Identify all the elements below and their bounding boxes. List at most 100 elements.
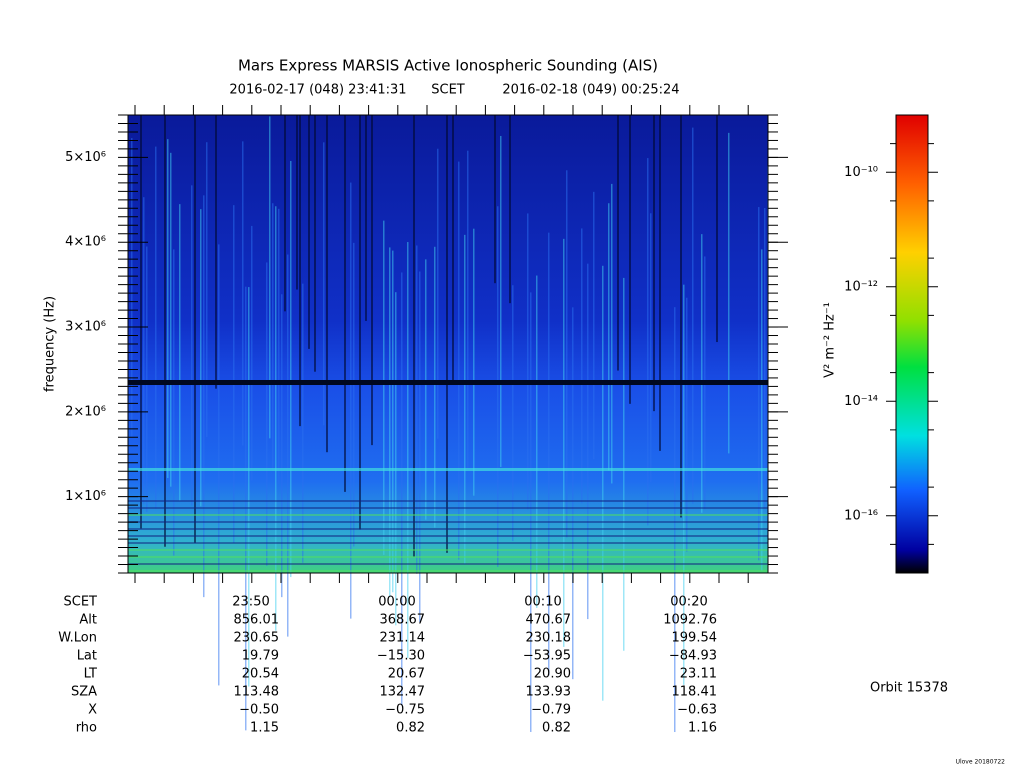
texture-stripe [302,283,304,563]
texture-stripe [623,277,625,651]
ephemeris-label: Lat [77,649,97,664]
ephemeris-value: 230.65 [234,631,280,646]
ephemeris-value: 00:20 [670,595,707,610]
texture-stripe [674,307,676,733]
texture-stripe [761,249,763,571]
texture-stripe [416,245,418,574]
texture-stripe [581,228,583,504]
texture-stripe [701,234,703,513]
texture-stripe [764,207,766,509]
texture-stripe [566,170,568,538]
ephemeris-label: LT [84,667,97,682]
ephemeris-value: 19.79 [242,649,279,664]
texture-stripe [527,213,529,510]
texture-stripe [290,160,292,578]
texture-stripe [617,115,619,371]
texture-stripe [173,249,175,556]
ephemeris-value: 1.15 [250,721,279,736]
texture-stripe [308,115,310,349]
ephemeris-value: 199.54 [672,631,718,646]
texture-stripe [194,115,196,543]
texture-stripe [353,242,355,547]
texture-stripe [251,225,253,481]
texture-stripe [371,115,373,446]
ephemeris-value: 23.11 [680,667,717,682]
texture-stripe [167,139,169,478]
texture-stripe [200,209,202,507]
texture-stripe [536,275,538,608]
texture-stripe [344,115,346,492]
texture-stripe [419,271,421,622]
texture-stripe [203,195,205,598]
texture-stripe [608,203,610,471]
texture-stripe [269,116,271,439]
texture-stripe [548,232,550,676]
spectrogram-band [128,468,768,471]
texture-band [128,535,768,537]
spectrogram-band [128,380,768,385]
y-tick-label: 5×10⁶ [65,150,106,165]
texture-stripe [728,132,730,454]
colorbar-tick-label: 10⁻¹⁰ [844,165,878,180]
texture-stripe [164,115,166,547]
texture-stripe [434,246,436,528]
texture-stripe [131,138,133,437]
texture-stripe [680,115,682,518]
texture-stripe [146,246,148,512]
ephemeris-value: −15.30 [377,649,425,664]
spectrogram-texture [128,115,769,733]
texture-stripe [509,115,511,304]
texture-stripe [365,115,367,321]
y-tick-label: 4×10⁶ [65,235,106,250]
ephemeris-value: −53.95 [523,649,571,664]
colorbar-tick-label: 10⁻¹⁶ [844,508,878,523]
texture-stripe [218,244,220,686]
ephemeris-value: 1.16 [688,721,717,736]
footer: Ulove 20180722 [956,759,1006,766]
ephemeris-value: 20.54 [242,667,279,682]
texture-band [128,507,768,509]
ephemeris-label: SZA [71,685,97,700]
texture-stripe [464,234,466,564]
texture-stripe [653,115,655,412]
texture-band [128,563,768,565]
texture-stripe [359,115,361,530]
ephemeris-value: 00:10 [524,595,561,610]
chart-title: Mars Express MARSIS Active Ionospheric S… [238,57,658,75]
texture-stripe [296,115,298,290]
texture-band [128,528,768,530]
texture-stripe [611,183,613,484]
texture-stripe [716,115,718,343]
ephemeris-value: 113.48 [234,685,280,700]
texture-stripe [563,238,565,647]
texture-stripe [407,242,409,658]
texture-stripe [389,247,391,598]
texture-stripe [647,158,649,526]
ephemeris-value: −0.63 [677,703,717,718]
texture-stripe [659,115,661,451]
texture-stripe [425,259,427,520]
orbit: Orbit 15378 [870,681,948,696]
texture-stripe [392,250,394,593]
texture-stripe [650,213,652,482]
ephemeris-value: 0.82 [542,721,571,736]
colorbar-tick-label: 10⁻¹² [844,279,878,294]
ephemeris-value: 23:50 [232,595,269,610]
ephemeris-value: 00:00 [378,595,415,610]
texture-stripe [512,285,514,542]
texture-stripe [395,292,397,626]
texture-stripe [467,150,469,470]
texture-stripe [287,254,289,637]
ephemeris-value: 230.18 [526,631,572,646]
y-tick-label: 2×10⁶ [65,404,106,419]
texture-stripe [284,115,286,312]
texture-stripe [500,135,502,467]
texture-stripe [587,263,589,620]
ephemeris-label: Alt [79,613,97,628]
ephemeris-value: −0.50 [239,703,279,718]
texture-stripe [383,220,385,555]
ephemeris-value: 132.47 [380,685,426,700]
texture-stripe [572,307,574,680]
ephemeris-value: −0.75 [385,703,425,718]
texture-stripe [314,115,316,372]
